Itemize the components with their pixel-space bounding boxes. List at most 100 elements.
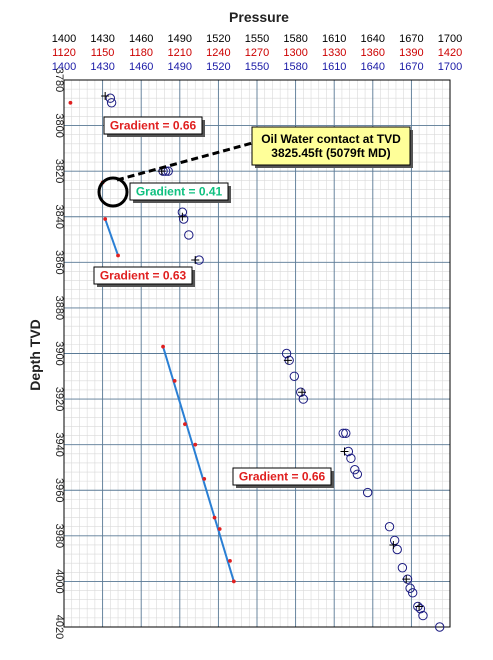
pressure-plus-mark	[178, 212, 187, 221]
annotation-text: Gradient = 0.63	[100, 269, 187, 283]
pressure-circle	[105, 93, 116, 103]
annotation-box	[103, 116, 203, 135]
pressure-circle	[341, 428, 351, 438]
x-tick-label: 1180	[129, 47, 153, 59]
y-tick-label: 4020	[53, 615, 65, 639]
annotations: Gradient = 0.66 Gradient = 0.41 Gradient =…	[93, 116, 413, 488]
x-tick-label: 1640	[361, 33, 385, 45]
annotation-text: Gradient = 0.66	[239, 470, 326, 484]
x-tick-label: 1430	[90, 33, 114, 45]
x-tick-label: 1580	[283, 61, 307, 73]
y-tick-label: 3840	[53, 205, 65, 229]
x-tick-label: 1420	[438, 47, 462, 59]
pressure-circle	[338, 428, 348, 438]
pressure-circle	[298, 394, 309, 404]
x-tick-label: 1390	[399, 47, 423, 59]
x-tick-label: 1580	[283, 33, 307, 45]
pressure-plus-mark	[402, 575, 411, 584]
selected-pressure-point	[161, 344, 165, 349]
selected-pressure-point	[202, 476, 207, 481]
x-tick-label: 1520	[206, 33, 230, 45]
x-tick-label: 1670	[399, 61, 423, 73]
gradient-label-1: Gradient = 0.66	[103, 116, 205, 137]
x-tick-label: 1360	[361, 47, 385, 59]
owc-leader-line	[116, 140, 257, 182]
pressure-circle	[418, 610, 428, 621]
y-tick-label: 3860	[53, 250, 65, 274]
x-tick-label: 1400	[52, 61, 76, 73]
selected-pressure-point	[228, 559, 232, 563]
annotation-box	[251, 126, 411, 166]
x-tick-label: 1550	[245, 33, 269, 45]
pressure-circle	[384, 522, 395, 532]
y-tick-label: 3980	[53, 524, 65, 548]
pressure-circle	[178, 214, 189, 224]
pressure-circle	[352, 469, 363, 479]
selected-pressure-point	[231, 579, 236, 584]
selected-pressure-points	[68, 100, 236, 584]
y-tick-label: 3940	[53, 432, 65, 456]
gradient-label-3: Gradient = 0.63	[93, 266, 195, 287]
x-tick-label: 1330	[322, 47, 346, 59]
annotation-text: Oil Water contact at TVD	[261, 132, 401, 146]
x-tick-label: 1700	[438, 61, 462, 73]
x-tick-label: 1610	[322, 33, 346, 45]
annotation-text: Gradient = 0.41	[136, 185, 223, 199]
x-tick-label: 1670	[399, 33, 423, 45]
x-tick-label: 1700	[438, 33, 462, 45]
pressure-circle	[346, 453, 356, 464]
x-tick-label: 1460	[129, 61, 153, 73]
selected-pressure-point	[172, 378, 177, 383]
pressure-circle	[435, 622, 445, 632]
selected-pressure-point	[193, 442, 198, 447]
x-tick-label: 1430	[90, 61, 114, 73]
pressure-circle	[397, 563, 408, 573]
y-axis-label: Depth TVD	[27, 319, 43, 391]
x-tick-label: 1400	[52, 33, 76, 45]
annotation-box	[129, 182, 229, 201]
gradient-lines	[104, 218, 235, 582]
selected-pressure-point	[212, 515, 217, 520]
pressure-plus-mark	[415, 602, 424, 611]
y-tick-label: 3800	[53, 113, 65, 137]
x-tick-label: 1610	[322, 61, 346, 73]
y-tick-label: 3920	[53, 387, 65, 411]
major-grid	[63, 79, 451, 628]
owc-marker-circle	[97, 176, 129, 208]
y-tick-label: 3960	[53, 478, 65, 502]
x-tick-label: 1120	[52, 47, 76, 59]
pressure-circle	[184, 230, 194, 240]
annotation-text: 3825.45ft (5079ft MD)	[271, 146, 390, 160]
x-tick-labels: 1400 1430 1460 1490 1520 1550 1580 1610 1640 1670…	[52, 33, 462, 73]
y-tick-label: 3820	[53, 159, 65, 183]
pressure-plus-mark	[389, 540, 398, 549]
selected-pressure-point	[183, 422, 187, 427]
pressure-plus-mark	[298, 388, 307, 397]
y-tick-label: 3880	[53, 296, 65, 320]
selected-pressure-point	[217, 527, 222, 531]
annotation-box	[232, 467, 332, 486]
pressure-plus-mark	[340, 447, 349, 456]
y-tick-label: 3780	[53, 68, 65, 92]
gradient-label-2: Gradient = 0.41	[129, 182, 231, 203]
pressure-circle	[415, 604, 426, 614]
x-tick-label: 1240	[206, 47, 230, 59]
pressure-circle	[405, 583, 415, 593]
gradient-line	[104, 218, 119, 256]
annotation-box	[93, 266, 193, 285]
x-tick-label: 1490	[168, 61, 192, 73]
pressure-circle	[289, 371, 300, 381]
pressure-plus-mark	[283, 356, 292, 365]
x-tick-label: 1460	[129, 33, 153, 45]
pressure-plus-mark	[191, 256, 200, 265]
y-tick-label: 3900	[53, 341, 65, 365]
pressure-circle	[106, 98, 117, 108]
gradient-label-4: Gradient = 0.66	[232, 467, 334, 488]
chart-title: Pressure	[229, 9, 289, 25]
x-tick-label: 1550	[245, 61, 269, 73]
x-tick-label: 1490	[168, 33, 192, 45]
pressure-circle	[281, 348, 292, 359]
plot-frame	[63, 79, 451, 628]
